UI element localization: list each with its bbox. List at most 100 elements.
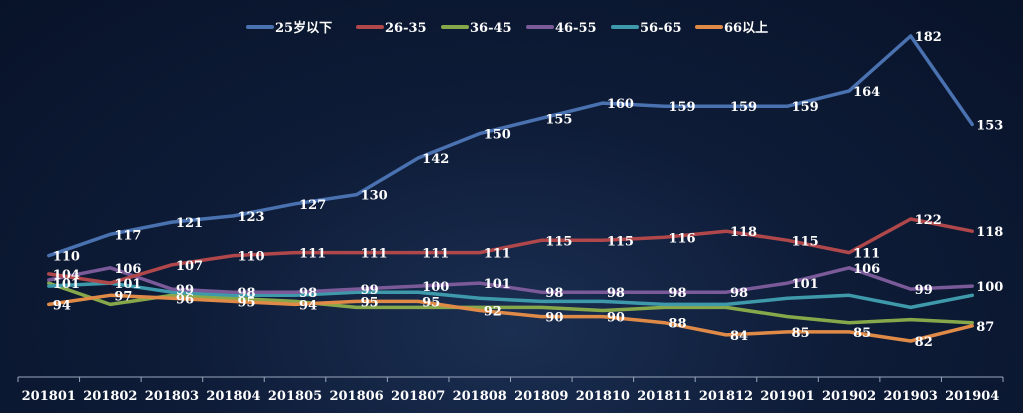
data-label: 94 — [53, 298, 71, 313]
data-label: 107 — [176, 259, 203, 274]
series-line — [47, 217, 974, 285]
data-label: 99 — [361, 283, 379, 298]
x-tick-label: 201805 — [268, 389, 322, 404]
x-tick-label: 201901 — [760, 389, 814, 404]
data-label: 118 — [976, 225, 1003, 240]
legend-label: 36-45 — [470, 21, 512, 36]
data-label: 88 — [668, 317, 686, 332]
data-label: 94 — [299, 298, 317, 313]
series-line — [47, 281, 974, 310]
x-tick-label: 201903 — [884, 389, 938, 404]
data-label: 159 — [792, 100, 819, 115]
legend-label: 66以上 — [724, 21, 768, 36]
data-label: 111 — [853, 247, 880, 262]
data-label: 92 — [484, 305, 502, 320]
data-label: 82 — [915, 335, 933, 350]
x-tick-label: 201802 — [83, 389, 137, 404]
series-line — [47, 293, 974, 343]
legend-label: 56-65 — [640, 21, 682, 36]
data-label: 159 — [730, 100, 757, 115]
legend-label: 25岁以下 — [275, 20, 332, 36]
legend-item[interactable]: 56-65 — [611, 21, 682, 36]
data-label: 153 — [976, 118, 1003, 133]
data-label: 101 — [53, 277, 80, 292]
data-label: 101 — [484, 277, 511, 292]
data-label: 115 — [792, 234, 819, 249]
x-tick-label: 201810 — [576, 389, 630, 404]
data-label: 123 — [237, 210, 264, 225]
data-label: 106 — [114, 262, 141, 277]
x-tick-label: 201902 — [822, 389, 876, 404]
data-label: 117 — [114, 228, 141, 243]
series-line — [47, 34, 974, 258]
data-label: 97 — [114, 289, 132, 304]
x-tick-label: 201804 — [206, 389, 260, 404]
data-label: 99 — [915, 283, 933, 298]
x-tick-label: 201812 — [699, 389, 753, 404]
data-label: 90 — [545, 311, 563, 326]
data-label: 110 — [237, 250, 264, 265]
data-label: 104 — [53, 268, 80, 283]
chart-legend: 25岁以下 26-35 36-45 46-55 56-65 66以上 — [246, 20, 768, 36]
data-label: 150 — [484, 128, 511, 143]
data-label: 159 — [668, 100, 695, 115]
x-axis: 201801 201802 201803 201804 201805 201806 2018… — [17, 376, 1004, 404]
data-label: 98 — [545, 286, 563, 301]
x-tick-label: 201807 — [391, 389, 445, 404]
legend-label: 26-35 — [385, 21, 427, 36]
data-label: 87 — [976, 320, 994, 335]
data-label: 98 — [668, 286, 686, 301]
data-label: 90 — [607, 311, 625, 326]
legend-label: 46-55 — [555, 21, 597, 36]
legend-item[interactable]: 36-45 — [441, 21, 512, 36]
legend-item[interactable]: 66以上 — [695, 21, 768, 36]
data-label: 98 — [299, 286, 317, 301]
data-label: 122 — [915, 213, 942, 228]
data-label: 130 — [361, 189, 388, 204]
data-label: 95 — [361, 295, 379, 310]
data-label: 100 — [976, 280, 1003, 295]
data-label: 106 — [853, 262, 880, 277]
series-line — [47, 266, 974, 294]
data-label: 118 — [730, 225, 757, 240]
data-labels: 110 117 121 123 127 130 142 150 155 160 159 159 159 1… — [53, 30, 1004, 350]
data-label: 95 — [237, 295, 255, 310]
data-label: 115 — [545, 234, 572, 249]
data-label: 101 — [114, 277, 141, 292]
data-label: 98 — [730, 286, 748, 301]
data-label: 160 — [607, 97, 634, 112]
data-label: 110 — [53, 250, 80, 265]
data-label: 121 — [176, 216, 203, 231]
data-label: 116 — [668, 231, 695, 246]
legend-item[interactable]: 25岁以下 — [246, 20, 332, 36]
data-label: 115 — [607, 234, 634, 249]
x-tick-label: 201809 — [514, 389, 568, 404]
data-label: 182 — [915, 30, 942, 45]
data-label: 85 — [792, 326, 810, 341]
data-label: 111 — [361, 247, 388, 262]
data-label: 127 — [299, 198, 326, 213]
x-tick-label: 201811 — [637, 389, 691, 404]
data-label: 96 — [176, 292, 194, 307]
legend-item[interactable]: 26-35 — [356, 21, 427, 36]
data-label: 84 — [730, 329, 748, 344]
data-label: 95 — [422, 295, 440, 310]
x-tick-label: 201806 — [329, 389, 383, 404]
data-label: 99 — [176, 283, 194, 298]
series-lines — [47, 34, 974, 343]
data-label: 142 — [422, 152, 449, 167]
x-tick-label: 201808 — [453, 389, 507, 404]
legend-item[interactable]: 46-55 — [526, 21, 597, 36]
data-label: 155 — [545, 112, 572, 127]
data-label: 111 — [422, 247, 449, 262]
data-label: 101 — [792, 277, 819, 292]
data-label: 85 — [853, 326, 871, 341]
x-tick-label: 201801 — [22, 389, 76, 404]
data-label: 100 — [422, 280, 449, 295]
x-tick-label: 201803 — [145, 389, 199, 404]
data-label: 111 — [299, 247, 326, 262]
data-label: 111 — [484, 247, 511, 262]
data-label: 98 — [237, 286, 255, 301]
data-label: 164 — [853, 85, 880, 100]
